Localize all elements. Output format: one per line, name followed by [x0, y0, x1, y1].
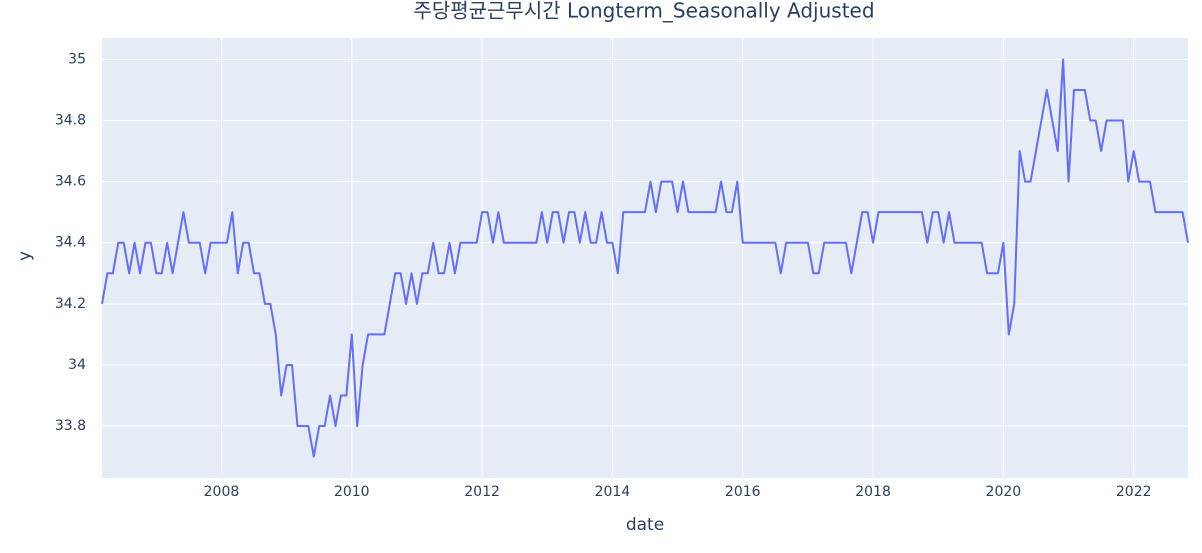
x-tick-label: 2010	[334, 484, 370, 500]
y-axis-title: y	[15, 251, 35, 261]
y-tick-label: 34.2	[55, 296, 86, 312]
y-tick-label: 34	[68, 357, 86, 373]
x-tick-label: 2012	[464, 484, 500, 500]
y-tick-label: 34.6	[55, 174, 86, 190]
y-tick-label: 35	[68, 51, 86, 67]
x-tick-label: 2022	[1116, 484, 1152, 500]
x-tick-label: 2018	[855, 484, 891, 500]
x-axis-title: date	[626, 515, 664, 535]
line-series	[101, 58, 1189, 458]
plot-area	[102, 38, 1188, 478]
y-tick-label: 34.4	[55, 235, 86, 251]
x-tick-label: 2014	[595, 484, 631, 500]
x-tick-label: 2008	[204, 484, 240, 500]
x-tick-label: 2020	[986, 484, 1022, 500]
y-tick-label: 33.8	[55, 418, 86, 434]
y-tick-label: 34.8	[55, 113, 86, 129]
chart-title: 주당평균근무시간 Longterm_Seasonally Adjusted	[413, 0, 874, 23]
x-tick-label: 2016	[725, 484, 761, 500]
